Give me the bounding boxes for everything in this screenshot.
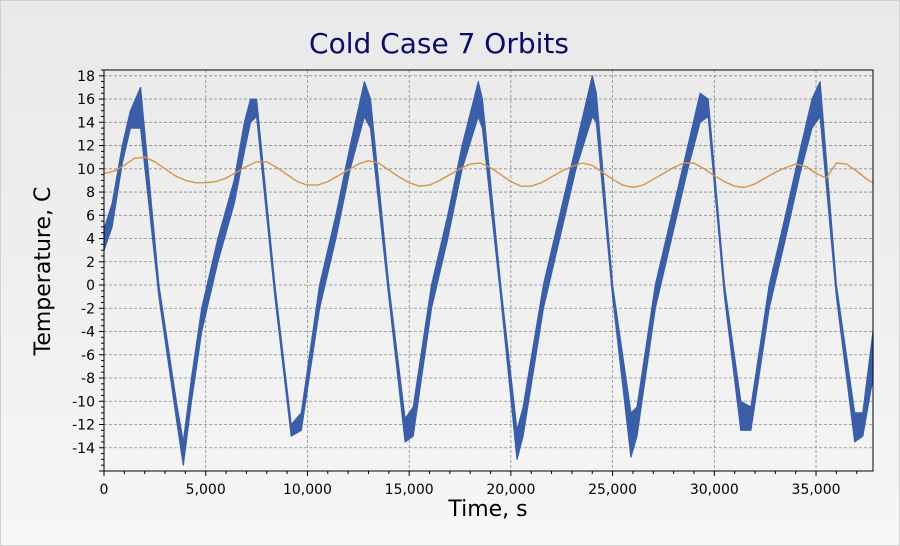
- y-tick-label: 12: [77, 139, 95, 155]
- x-tick-label: 30,000: [690, 482, 739, 498]
- tick-marks: [99, 69, 858, 476]
- x-tick-label: 10,000: [283, 482, 332, 498]
- y-tick-label: 2: [86, 255, 95, 271]
- series-layer: [103, 75, 874, 466]
- y-tick-label: -8: [81, 371, 95, 387]
- y-tick-label: 4: [86, 232, 95, 248]
- y-tick-label: -10: [72, 394, 95, 410]
- y-tick-label: 16: [77, 92, 95, 108]
- y-tick-label: 14: [77, 115, 95, 131]
- y-tick-label: -2: [81, 301, 95, 317]
- y-tick-label: 6: [86, 208, 95, 224]
- plot-area: [104, 70, 873, 471]
- x-tick-label: 0: [100, 482, 109, 498]
- tick-labels: -14 -12 -10 -8 -6 -4 -2 0 2 4 6 8 10 12 14 16 18 0 5,000 10…: [72, 69, 840, 498]
- x-tick-label: 5,000: [186, 482, 226, 498]
- y-tick-label: 0: [86, 278, 95, 294]
- grid-lines: [104, 70, 873, 471]
- y-tick-label: -12: [72, 418, 95, 434]
- y-axis-label: Temperature, C: [31, 187, 56, 357]
- y-tick-label: -4: [81, 325, 95, 341]
- y-tick-label: 8: [86, 185, 95, 201]
- y-tick-label: -6: [81, 348, 95, 364]
- series-line-1: [103, 156, 874, 189]
- chart-title: Cold Case 7 Orbits: [309, 27, 569, 60]
- x-tick-label: 35,000: [792, 482, 841, 498]
- x-tick-label: 25,000: [588, 482, 637, 498]
- plot-border: [103, 69, 874, 472]
- y-tick-label: 18: [77, 69, 95, 85]
- x-tick-label: 20,000: [486, 482, 535, 498]
- y-tick-label: -14: [72, 441, 95, 457]
- series-band-0: [103, 75, 874, 466]
- y-tick-label: 10: [77, 162, 95, 178]
- x-axis-label: Time, s: [447, 497, 527, 522]
- x-tick-label: 15,000: [385, 482, 434, 498]
